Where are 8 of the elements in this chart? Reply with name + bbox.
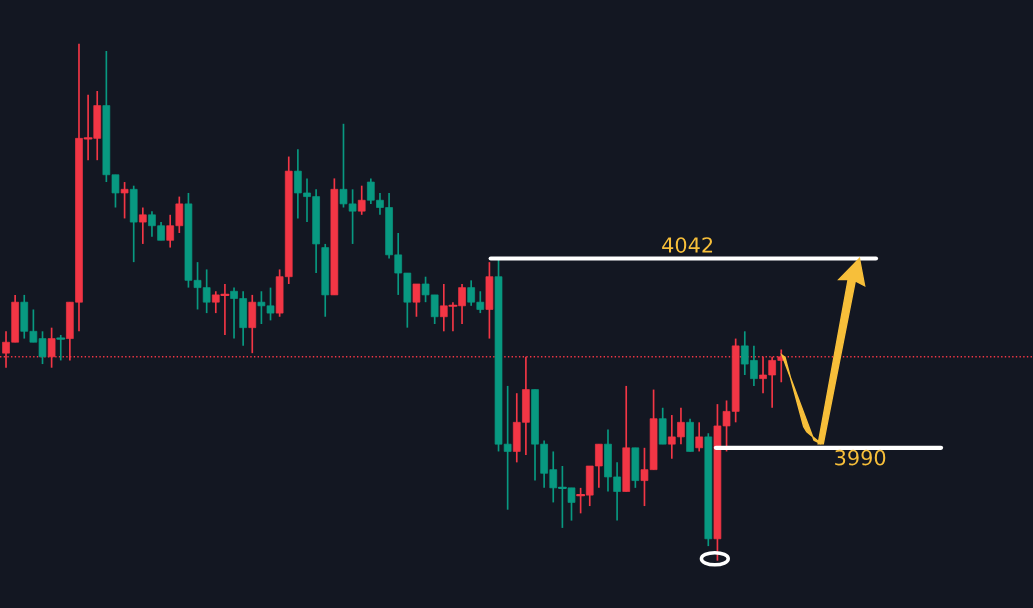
- candlestick: [120, 181, 129, 220]
- candlestick: [357, 184, 366, 216]
- candlestick: [139, 206, 147, 245]
- ref-line-label: 4042: [662, 237, 713, 253]
- candlestick: [695, 421, 703, 453]
- candlestick: [412, 283, 421, 318]
- candlestick: [56, 334, 66, 362]
- ref-line-label: 3990: [835, 449, 886, 466]
